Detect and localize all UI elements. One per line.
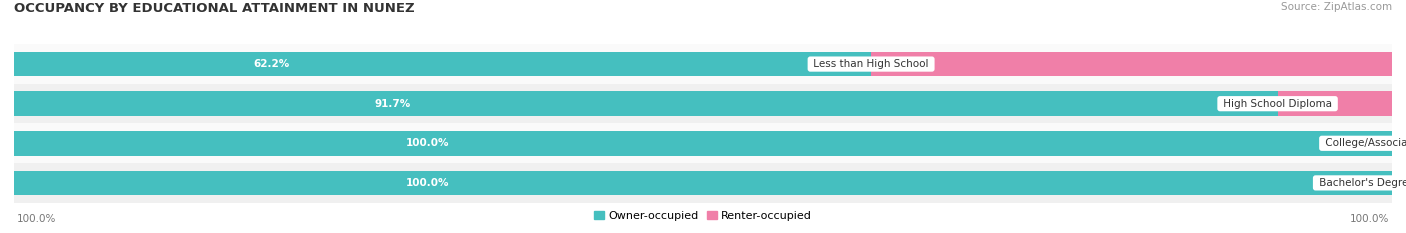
Bar xyxy=(14,52,872,76)
Bar xyxy=(872,52,1392,76)
Text: 62.2%: 62.2% xyxy=(253,59,290,69)
Text: Source: ZipAtlas.com: Source: ZipAtlas.com xyxy=(1281,2,1392,12)
Bar xyxy=(14,44,1392,84)
Bar xyxy=(14,123,1392,163)
Text: College/Associate Degree: College/Associate Degree xyxy=(1322,138,1406,148)
Bar xyxy=(14,84,1392,123)
Bar xyxy=(14,91,1278,116)
Text: Bachelor's Degree or higher: Bachelor's Degree or higher xyxy=(1316,178,1406,188)
Text: 100.0%: 100.0% xyxy=(1350,214,1389,224)
Text: 100.0%: 100.0% xyxy=(17,214,56,224)
Bar xyxy=(14,131,1392,156)
Text: 100.0%: 100.0% xyxy=(406,138,449,148)
Bar xyxy=(14,171,1392,195)
Text: Less than High School: Less than High School xyxy=(810,59,932,69)
Bar xyxy=(1278,91,1392,116)
Text: 100.0%: 100.0% xyxy=(406,178,449,188)
Text: OCCUPANCY BY EDUCATIONAL ATTAINMENT IN NUNEZ: OCCUPANCY BY EDUCATIONAL ATTAINMENT IN N… xyxy=(14,2,415,15)
Text: High School Diploma: High School Diploma xyxy=(1220,99,1336,109)
Legend: Owner-occupied, Renter-occupied: Owner-occupied, Renter-occupied xyxy=(589,206,817,225)
Text: 91.7%: 91.7% xyxy=(375,99,411,109)
Bar xyxy=(14,163,1392,203)
